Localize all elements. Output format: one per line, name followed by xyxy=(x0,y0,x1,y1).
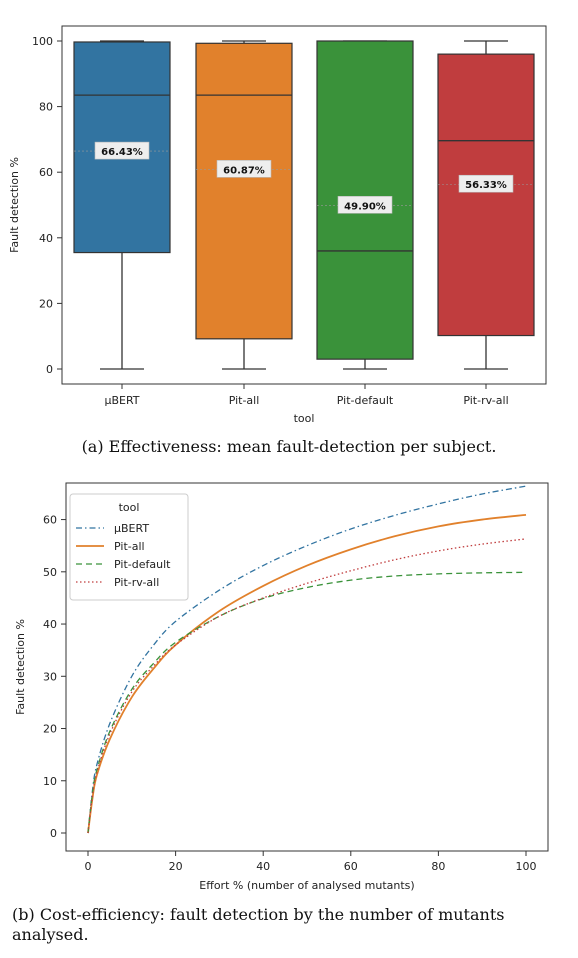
legend-entry: Pit-default xyxy=(114,558,171,571)
y-axis-label: Fault detection % xyxy=(14,619,27,715)
y-tick-label: 10 xyxy=(43,775,57,788)
y-tick-label: 40 xyxy=(39,232,53,245)
y-tick-label: 0 xyxy=(50,827,57,840)
x-axis-label: tool xyxy=(294,412,315,425)
y-axis-label: Fault detection % xyxy=(8,157,21,253)
box-pit-default: 49.90% xyxy=(316,40,414,370)
y-tick-label: 60 xyxy=(43,514,57,527)
x-tick-label: 40 xyxy=(256,860,270,873)
y-tick-label: 60 xyxy=(39,166,53,179)
x-tick-label: 80 xyxy=(431,860,445,873)
y-tick-label: 30 xyxy=(43,670,57,683)
box-plot-effectiveness: 0 20 40 60 80 100 66.43% 60.87% 49.90% 56.33% µB… xyxy=(8,25,547,425)
mean-label: 49.90% xyxy=(344,201,386,212)
iqr-box xyxy=(195,42,293,340)
mean-label-box xyxy=(94,141,150,160)
y-tick-label: 20 xyxy=(39,297,53,310)
y-tick-label: 80 xyxy=(39,101,53,114)
y-tick-label: 0 xyxy=(46,363,53,376)
iqr-box xyxy=(437,53,535,337)
mean-label: 66.43% xyxy=(101,147,143,158)
series-line-pit-all xyxy=(87,513,527,834)
x-tick-label: Pit-rv-all xyxy=(463,394,508,407)
legend-box xyxy=(69,493,189,601)
mean-label: 60.87% xyxy=(223,165,265,176)
mean-label-box xyxy=(216,160,272,178)
box-pit-rv-all: 56.33% xyxy=(437,40,535,370)
x-tick-label: 100 xyxy=(516,860,537,873)
legend-entry: Pit-all xyxy=(114,540,145,553)
series-line-pit-default xyxy=(87,571,527,834)
legend-entry: Pit-rv-all xyxy=(114,576,159,589)
x-tick-label: Pit-all xyxy=(229,394,260,407)
x-axis-label: Effort % (number of analysed mutants) xyxy=(199,879,414,892)
legend: tool µBERT Pit-all Pit-default Pit-rv-all xyxy=(69,493,189,601)
y-tick-label: 50 xyxy=(43,566,57,579)
y-tick-label: 40 xyxy=(43,618,57,631)
series-line--bert xyxy=(87,485,527,834)
box--bert: 66.43% xyxy=(73,40,171,370)
caption-a: (a) Effectiveness: mean fault-detection … xyxy=(81,437,497,456)
x-tick-label: µBERT xyxy=(104,394,139,407)
plot-area-frame xyxy=(61,25,547,385)
x-tick-label: 20 xyxy=(169,860,183,873)
x-tick-label: 60 xyxy=(344,860,358,873)
y-tick-label: 20 xyxy=(43,723,57,736)
x-tick-label: Pit-default xyxy=(337,394,394,407)
line-chart-cost-efficiency: 0 20 40 60 80 100 0 10 20 30 40 50 60 tool µBERT Pit-… xyxy=(14,482,549,892)
box-pit-all: 60.87% xyxy=(195,40,293,370)
y-tick-label: 100 xyxy=(32,35,53,48)
mean-label-box xyxy=(337,196,393,214)
mean-label-box xyxy=(458,174,514,193)
x-tick-label: 0 xyxy=(85,860,92,873)
plot-area-frame xyxy=(65,482,549,852)
legend-title: tool xyxy=(119,501,140,514)
legend-entry: µBERT xyxy=(114,522,149,535)
mean-label: 56.33% xyxy=(465,180,507,191)
caption-b: (b) Cost-efficiency: fault detection by … xyxy=(12,905,505,944)
